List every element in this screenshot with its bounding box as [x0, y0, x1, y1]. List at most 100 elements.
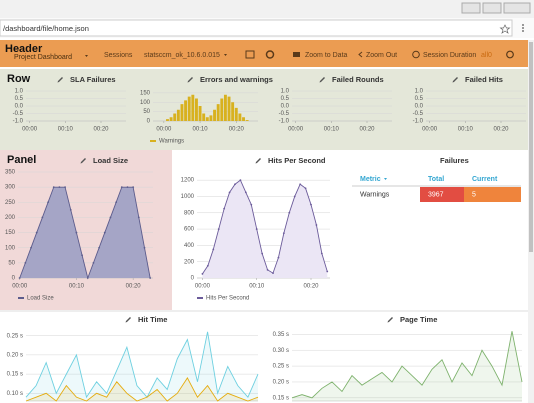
bar [231, 102, 235, 121]
series-line [291, 331, 523, 399]
x-tick-label: 00:20 [493, 127, 509, 133]
zoom-out[interactable]: Zoom Out [366, 52, 397, 59]
panel-title: SLA Failures [70, 75, 116, 84]
header-annotation: Header [5, 43, 43, 55]
bar [173, 113, 177, 121]
row [0, 69, 528, 150]
duration-value[interactable]: all0 [481, 52, 492, 59]
bar [220, 98, 224, 121]
column-header[interactable]: Metric [360, 176, 381, 183]
y-tick-label: 0.0 [15, 104, 24, 110]
column-header[interactable]: Current [472, 176, 498, 183]
x-tick-label: 00:00 [422, 127, 438, 133]
data-point [58, 186, 61, 189]
settings-icon[interactable] [265, 50, 275, 59]
data-point [103, 231, 106, 234]
y-tick-label: 0.15 s [7, 372, 23, 378]
data-point [223, 207, 226, 210]
data-point [47, 201, 49, 204]
edit-icon[interactable] [57, 77, 64, 83]
edit-icon[interactable] [319, 77, 326, 83]
minimize-button[interactable] [461, 2, 481, 14]
series-line [19, 186, 151, 280]
x-tick-label: 00:00 [288, 127, 304, 133]
edit-icon[interactable] [452, 77, 459, 83]
data-point [320, 252, 323, 255]
y-tick-label: 250 [5, 200, 16, 206]
legend-label[interactable]: Load Size [27, 296, 54, 302]
y-tick-label: 0.25 s [7, 333, 23, 339]
y-tick-label: 1000 [181, 194, 195, 200]
panel-title: Hits Per Second [268, 156, 326, 165]
legend-label[interactable]: Warnings [159, 139, 184, 145]
session-duration[interactable]: Session Duration [423, 52, 476, 59]
bar [180, 104, 184, 121]
edit-icon[interactable] [80, 158, 87, 164]
x-tick-label: 00:10 [249, 284, 265, 290]
total-cell [420, 187, 464, 202]
y-tick-label: -0.5 [13, 111, 24, 117]
bar [242, 117, 245, 121]
edit-icon[interactable] [187, 77, 194, 83]
data-point [217, 228, 220, 230]
x-tick-label: 00:00 [12, 284, 28, 290]
series-area [26, 331, 258, 401]
y-tick-label: 0.0 [281, 104, 290, 110]
data-point [212, 248, 215, 251]
data-point [126, 186, 129, 189]
share-icon[interactable] [245, 50, 255, 59]
bar [169, 117, 173, 121]
x-tick-label: 00:10 [324, 127, 340, 133]
dashboard-header [0, 40, 528, 67]
data-point [244, 191, 247, 194]
data-point [92, 261, 95, 264]
refresh-icon[interactable] [506, 50, 514, 59]
zoom-to-data[interactable]: Zoom to Data [305, 52, 348, 59]
data-point [228, 191, 231, 194]
y-tick-label: 800 [184, 210, 195, 216]
data-point [115, 201, 118, 204]
address-bar[interactable] [0, 19, 513, 37]
x-tick-label: 00:00 [195, 284, 211, 290]
y-tick-label: 100 [5, 245, 16, 251]
y-tick-label: -1.0 [13, 119, 24, 125]
edit-icon[interactable] [255, 158, 262, 164]
data-point [35, 231, 38, 234]
y-tick-label: 50 [143, 109, 150, 115]
menu-icon[interactable] [522, 24, 524, 26]
data-point [120, 186, 123, 189]
edit-icon[interactable] [125, 317, 132, 323]
x-tick-label: 00:10 [58, 127, 74, 133]
data-point [30, 246, 32, 249]
panel-title: Page Time [400, 315, 437, 324]
x-tick-label: 00:00 [156, 127, 172, 133]
close-button[interactable] [503, 2, 531, 14]
x-tick-label: 00:10 [458, 127, 474, 133]
bar [195, 98, 198, 121]
data-point [75, 231, 78, 234]
data-point [24, 261, 27, 264]
scrollbar-thumb[interactable] [529, 42, 533, 252]
data-point [282, 232, 285, 235]
edit-icon[interactable] [387, 317, 394, 323]
y-tick-label: 0.5 [281, 96, 290, 102]
data-point [310, 203, 312, 206]
session-select[interactable]: statsccm_ok_10.6.0.015 [144, 52, 220, 59]
dashboard-title[interactable]: Project Dashboard [14, 54, 72, 61]
maximize-button[interactable] [482, 2, 502, 14]
panel-title: Load Size [93, 156, 128, 165]
data-point [299, 183, 302, 186]
bookmark-icon[interactable] [499, 24, 511, 34]
data-point [261, 252, 264, 255]
x-tick-label: 00:10 [69, 284, 85, 290]
bottom-row [0, 312, 528, 403]
legend-label[interactable]: Hits Per Second [206, 296, 249, 302]
panel-load-size [0, 150, 172, 310]
zoom-out-icon [358, 51, 363, 58]
y-tick-label: -0.5 [413, 111, 424, 117]
bar [234, 107, 238, 121]
y-tick-label: 0 [191, 276, 195, 282]
data-point [266, 268, 269, 271]
column-header[interactable]: Total [428, 176, 444, 183]
